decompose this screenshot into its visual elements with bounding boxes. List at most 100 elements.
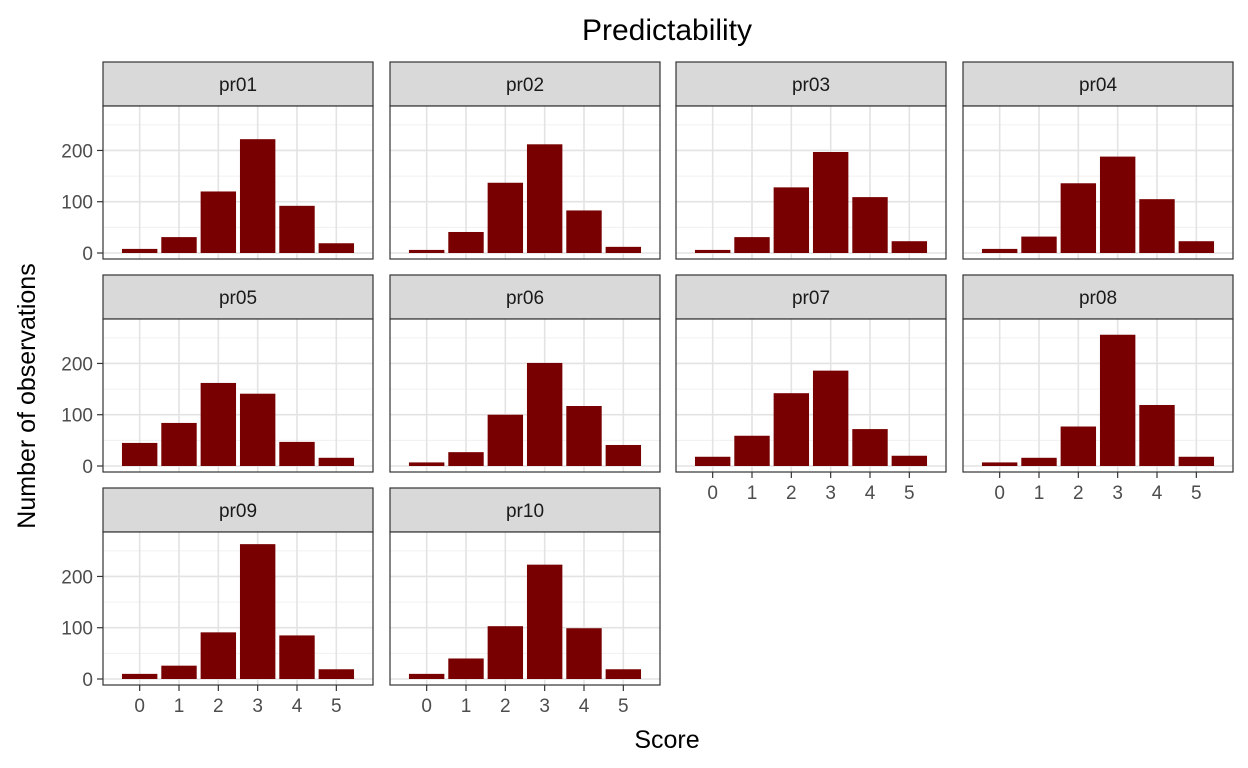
bar-pr06-score-2 <box>487 414 524 466</box>
bar-pr03-score-1 <box>734 237 770 253</box>
bar-pr05-score-1 <box>161 422 197 466</box>
x-tick-label: 4 <box>865 483 876 504</box>
facet-strip-label: pr01 <box>219 75 257 96</box>
facet-strip <box>102 61 374 107</box>
x-tick-label: 2 <box>1073 483 1084 504</box>
facet-strip-label: pr06 <box>506 288 544 309</box>
facet-strip <box>389 487 661 533</box>
x-tick-label: 5 <box>331 696 342 717</box>
panel-border <box>389 318 661 473</box>
bar-pr05-score-5 <box>318 457 355 466</box>
bar-pr04-score-5 <box>1178 241 1215 253</box>
facet-strip-label: pr07 <box>792 288 830 309</box>
bar-pr03-score-2 <box>773 187 810 253</box>
x-tick-label: 1 <box>174 696 185 717</box>
bar-pr09-score-5 <box>318 669 355 679</box>
x-tick-label: 0 <box>994 483 1005 504</box>
bar-pr05-score-0 <box>121 442 158 466</box>
plot-background <box>676 106 946 259</box>
bar-pr01-score-0 <box>121 248 158 253</box>
bar-pr06-score-1 <box>448 452 484 466</box>
x-tick-label: 3 <box>252 696 263 717</box>
bar-pr04-score-3 <box>1099 156 1136 253</box>
facet-panel-pr02: pr02 <box>389 61 661 260</box>
facet-strip-label: pr02 <box>506 75 544 96</box>
plot-background <box>963 106 1233 259</box>
panel-border <box>675 318 947 473</box>
bar-pr02-score-5 <box>605 246 642 253</box>
facet-strip-label: pr09 <box>219 501 257 522</box>
facet-strip <box>389 274 661 320</box>
y-tick-label: 200 <box>61 567 93 588</box>
plot-background <box>103 532 373 685</box>
x-tick-label: 1 <box>461 696 472 717</box>
x-tick-label: 4 <box>579 696 590 717</box>
bar-pr10-score-3 <box>526 564 563 679</box>
y-tick-label: 100 <box>61 619 93 640</box>
x-tick-label: 2 <box>213 696 224 717</box>
panel-border <box>102 318 374 473</box>
bar-pr07-score-4 <box>852 429 888 466</box>
bar-pr01-score-5 <box>318 243 355 253</box>
x-tick-label: 0 <box>134 696 145 717</box>
facet-panel-pr09: pr09 0 100 200 0 1 2 3 4 5 <box>61 487 374 717</box>
x-tick-label: 0 <box>707 483 718 504</box>
panel-border <box>102 105 374 260</box>
panel-border <box>675 105 947 260</box>
plot-background <box>390 106 660 259</box>
x-tick-label: 4 <box>1152 483 1163 504</box>
bar-pr02-score-1 <box>448 231 484 253</box>
y-tick-label: 200 <box>61 141 93 162</box>
facet-panel-pr10: pr10 0 1 2 3 4 5 <box>389 487 661 717</box>
facet-strip <box>102 487 374 533</box>
bar-pr10-score-1 <box>448 658 484 679</box>
facet-strip <box>675 274 947 320</box>
y-tick-label: 0 <box>82 457 93 478</box>
panel-border <box>389 531 661 686</box>
bar-pr07-score-2 <box>773 393 810 466</box>
bar-pr08-score-4 <box>1139 404 1175 466</box>
bar-pr01-score-3 <box>239 139 276 253</box>
bar-pr07-score-3 <box>812 370 849 466</box>
facet-strip-label: pr05 <box>219 288 257 309</box>
bar-pr04-score-2 <box>1060 183 1097 253</box>
bar-pr09-score-4 <box>279 635 315 679</box>
x-tick-label: 2 <box>786 483 797 504</box>
bar-pr10-score-4 <box>566 628 602 679</box>
x-tick-label: 3 <box>825 483 836 504</box>
bar-pr07-score-5 <box>891 455 928 466</box>
y-tick-label: 200 <box>61 354 93 375</box>
bar-pr08-score-3 <box>1099 334 1136 466</box>
bar-pr09-score-2 <box>200 632 237 679</box>
x-tick-label: 5 <box>904 483 915 504</box>
facet-panel-pr05: pr05 0 100 200 <box>61 274 374 478</box>
bar-pr03-score-3 <box>812 151 849 253</box>
bar-pr05-score-3 <box>239 393 276 466</box>
bar-pr10-score-5 <box>605 669 642 679</box>
facet-panel-pr01: pr01 0 100 200 <box>61 61 374 265</box>
facet-strip-label: pr10 <box>506 501 544 522</box>
bar-pr08-score-0 <box>981 462 1018 466</box>
x-tick-label: 4 <box>292 696 303 717</box>
y-tick-label: 0 <box>82 670 93 691</box>
bar-pr01-score-4 <box>279 205 315 253</box>
facet-panel-pr03: pr03 <box>675 61 947 260</box>
x-tick-label: 1 <box>1034 483 1045 504</box>
x-tick-label: 2 <box>500 696 511 717</box>
x-tick-label: 1 <box>747 483 758 504</box>
bar-pr02-score-3 <box>526 144 563 253</box>
bar-pr06-score-3 <box>526 362 563 466</box>
bar-pr04-score-4 <box>1139 199 1175 253</box>
bar-pr06-score-5 <box>605 444 642 466</box>
facet-panel-pr06: pr06 <box>389 274 661 473</box>
bar-pr03-score-0 <box>694 249 731 253</box>
bar-pr04-score-0 <box>981 248 1018 253</box>
panel-border <box>962 105 1234 260</box>
bar-pr05-score-4 <box>279 441 315 466</box>
plot-background <box>676 319 946 472</box>
bar-pr09-score-1 <box>161 665 197 679</box>
bar-pr01-score-1 <box>161 237 197 253</box>
bar-pr07-score-0 <box>694 456 731 466</box>
